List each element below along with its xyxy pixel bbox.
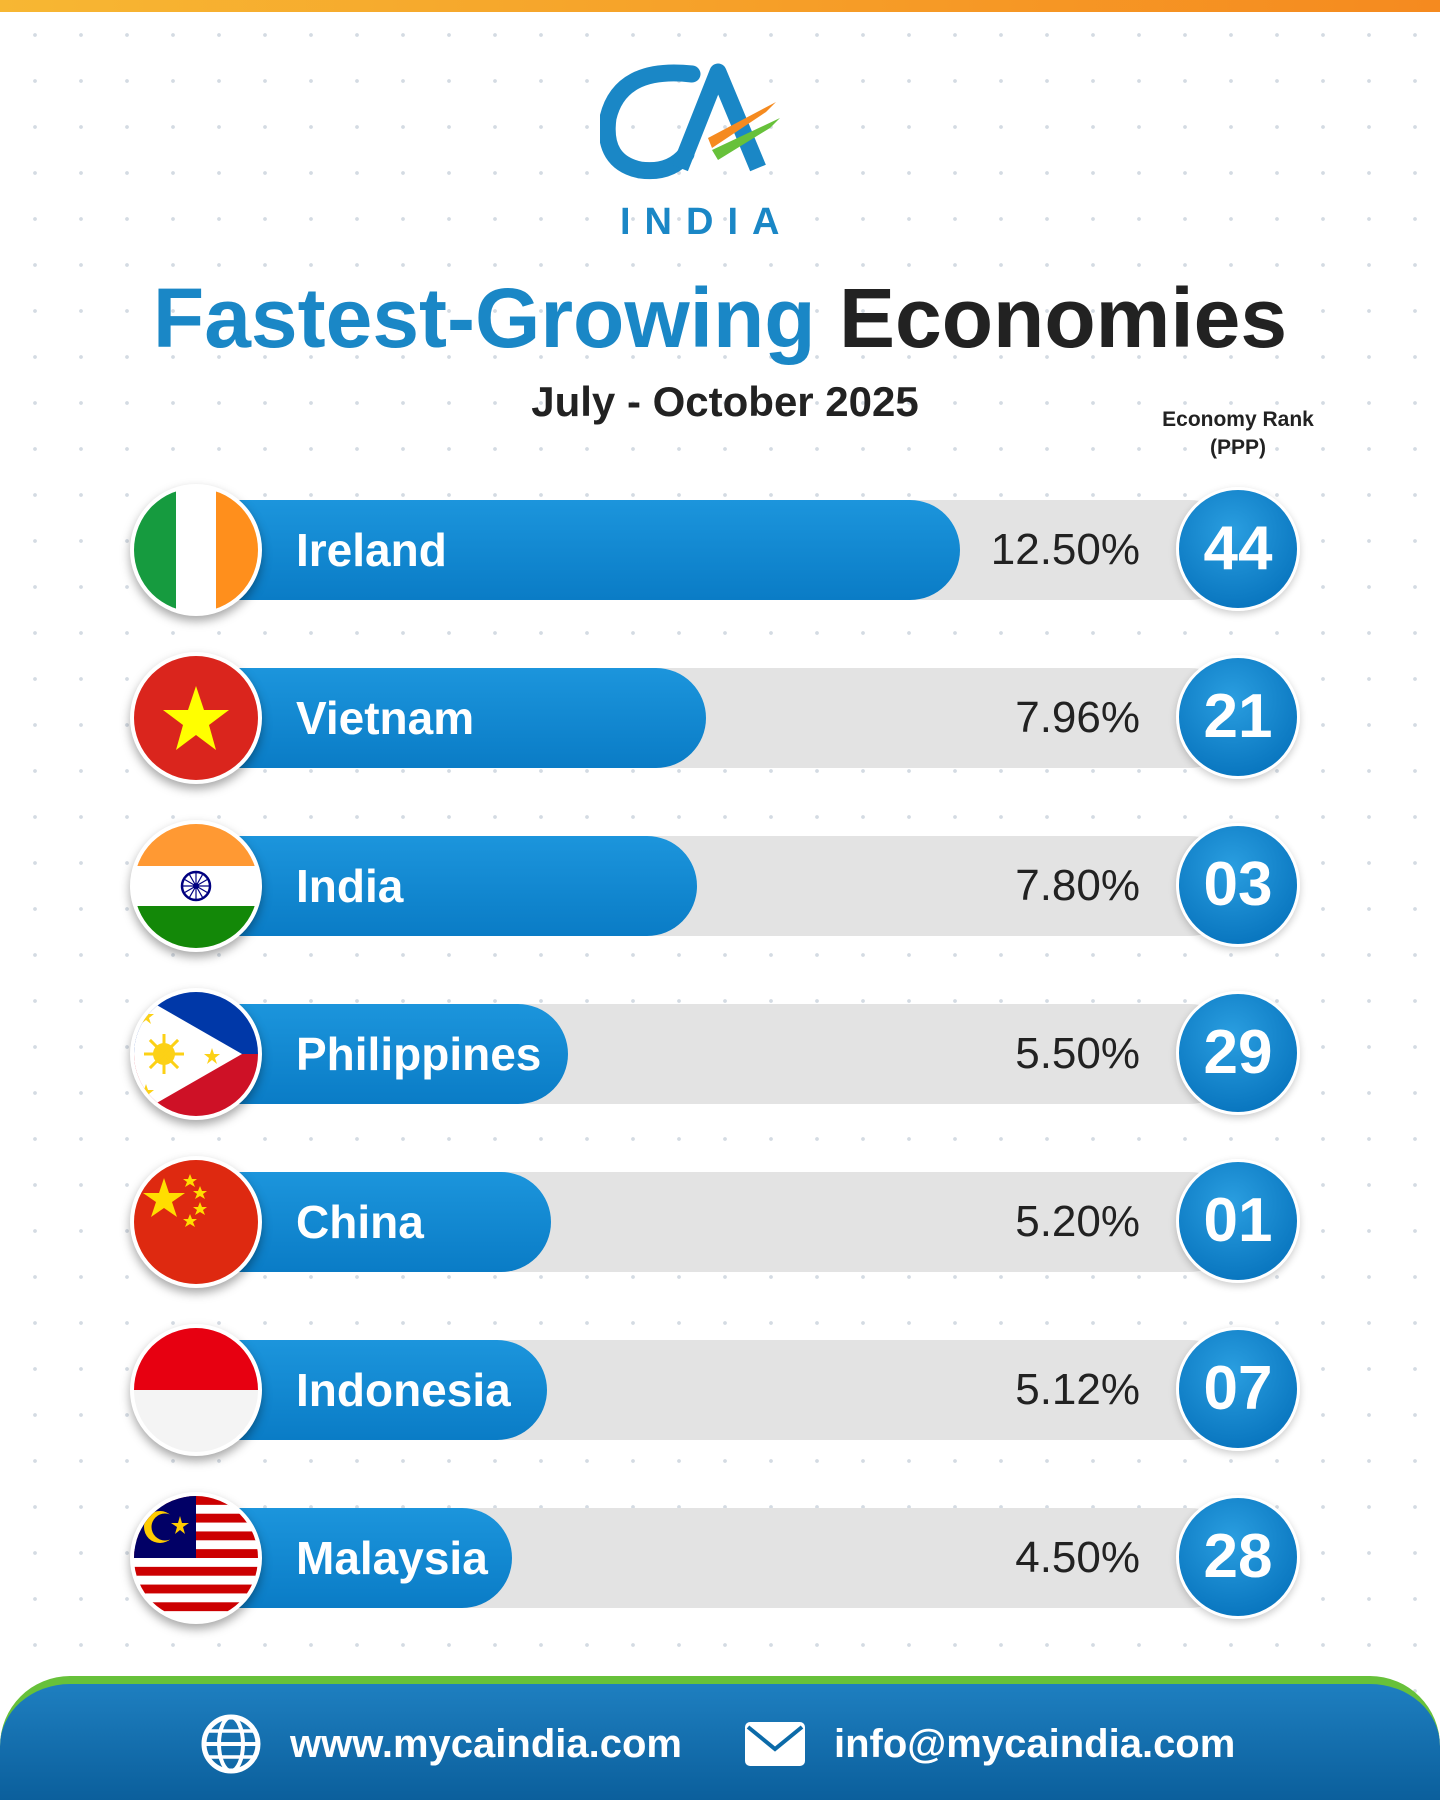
category-label: Philippines — [296, 1028, 542, 1080]
bar — [220, 1340, 547, 1440]
ca-india-logo: INDIA — [598, 58, 840, 243]
value-label: 7.96% — [1015, 693, 1140, 742]
website-text: www.mycaindia.com — [290, 1721, 682, 1766]
bar — [220, 1172, 552, 1272]
bar — [220, 668, 706, 768]
rank-header-line1: Economy Rank — [1162, 408, 1314, 431]
rank-badge: 29 — [1176, 991, 1300, 1115]
bar — [220, 836, 697, 936]
logo-sub-text: INDIA — [620, 201, 793, 238]
rank-badge: 01 — [1176, 1159, 1300, 1283]
bar-row: Ireland 12.50% 44 — [0, 484, 1440, 616]
ireland-flag-icon — [130, 484, 262, 616]
rank-badge: 03 — [1176, 823, 1300, 947]
footer: www.mycaindia.com info@mycaindia.com — [0, 1676, 1440, 1800]
email-text: info@mycaindia.com — [834, 1721, 1236, 1766]
indonesia-flag-icon — [130, 1324, 262, 1456]
value-label: 5.20% — [1015, 1197, 1140, 1246]
philippines-flag-icon — [130, 988, 262, 1120]
bar — [220, 1004, 568, 1104]
value-label: 12.50% — [990, 525, 1140, 574]
value-label: 7.80% — [1015, 861, 1140, 910]
category-label: Indonesia — [296, 1364, 511, 1416]
bar-row: Malaysia 4.50% 28 — [0, 1492, 1440, 1624]
rank-badge: 28 — [1176, 1495, 1300, 1619]
rank-column-header: Economy Rank (PPP) — [1138, 406, 1338, 462]
rank-header-line2: (PPP) — [1209, 436, 1266, 459]
title-part2: Economies — [838, 271, 1288, 365]
bar-row: China 5.20% 01 — [0, 1156, 1440, 1288]
bar — [220, 1508, 512, 1608]
bar — [220, 500, 960, 600]
category-label: India — [296, 860, 404, 912]
website-link[interactable]: www.mycaindia.com — [200, 1714, 682, 1774]
rank-badge: 21 — [1176, 655, 1300, 779]
vietnam-flag-icon — [130, 652, 262, 784]
category-label: Malaysia — [296, 1532, 488, 1584]
india-flag-icon — [130, 820, 262, 952]
category-label: Ireland — [296, 524, 447, 576]
malaysia-flag-icon — [130, 1492, 262, 1624]
rank-badge: 44 — [1176, 487, 1300, 611]
bar-row: Philippines 5.50% 29 — [0, 988, 1440, 1120]
envelope-icon — [745, 1722, 805, 1766]
value-label: 5.50% — [1015, 1029, 1140, 1078]
china-flag-icon — [130, 1156, 262, 1288]
bar-row: Vietnam 7.96% 21 — [0, 652, 1440, 784]
rank-badge: 07 — [1176, 1327, 1300, 1451]
globe-icon — [201, 1714, 261, 1774]
top-accent-stripe — [0, 0, 1440, 12]
title-part1: Fastest-Growing — [152, 271, 816, 365]
bar-row: Indonesia 5.12% 07 — [0, 1324, 1440, 1456]
category-label: China — [296, 1196, 424, 1248]
page-title: Fastest-Growing Economies — [0, 268, 1440, 368]
subtitle: July - October 2025 — [531, 378, 919, 425]
category-label: Vietnam — [296, 692, 475, 744]
email-link[interactable]: info@mycaindia.com — [744, 1714, 1235, 1774]
bar-row: India 7.80% 03 — [0, 820, 1440, 952]
value-label: 5.12% — [1015, 1365, 1140, 1414]
value-label: 4.50% — [1015, 1533, 1140, 1582]
